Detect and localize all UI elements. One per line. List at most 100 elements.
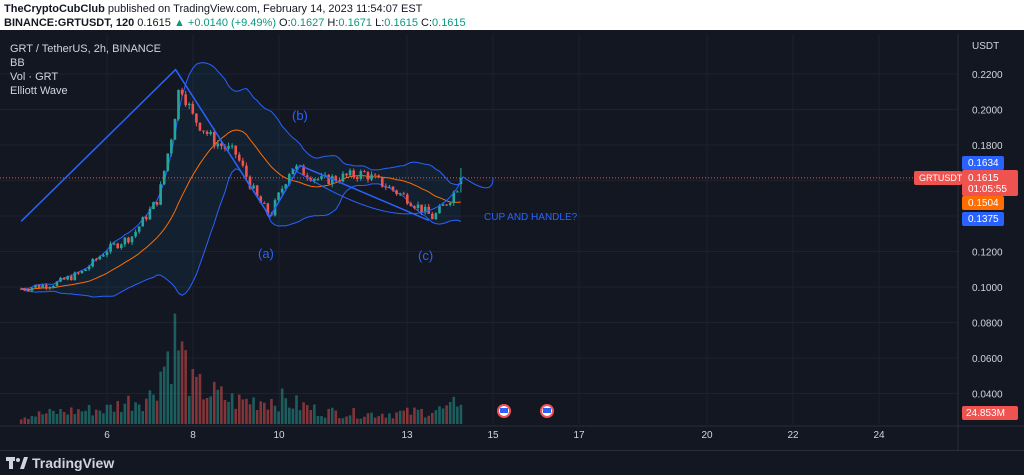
- volume-bar: [77, 409, 80, 424]
- tag-last-price-text: 0.1615: [968, 173, 999, 184]
- legend-volume[interactable]: Vol · GRT: [10, 71, 59, 83]
- candle-body: [198, 122, 202, 131]
- chart-area[interactable]: 0.22000.20000.18000.16000.14000.12000.10…: [0, 30, 1024, 450]
- volume-bar: [166, 351, 170, 424]
- event-flag-1[interactable]: [497, 404, 511, 418]
- volume-bar: [398, 410, 402, 424]
- tag-bb-lower: 0.1375: [962, 212, 1004, 226]
- bb-basis-line: [21, 129, 461, 291]
- volume-bar: [363, 416, 366, 424]
- volume-bar: [234, 408, 237, 424]
- volume-bar: [55, 413, 59, 424]
- candle-body: [409, 203, 413, 207]
- candle-body: [91, 258, 94, 267]
- candle-body: [398, 193, 402, 195]
- publish-header: TheCryptoCubClub published on TradingVie…: [0, 0, 1024, 30]
- volume-bar: [295, 395, 298, 424]
- candle-body: [94, 258, 98, 260]
- volume-bar: [366, 413, 370, 424]
- tradingview-logo[interactable]: TradingView: [6, 455, 114, 471]
- x-tick-label: 20: [701, 430, 713, 441]
- volume-bar: [69, 407, 73, 424]
- tag-bb-upper: 0.1634: [962, 156, 1004, 170]
- volume-bar: [445, 405, 448, 424]
- candle-body: [313, 178, 316, 181]
- candle-body: [116, 243, 120, 249]
- volume-bar: [380, 413, 384, 424]
- x-tick-label: 17: [573, 430, 585, 441]
- candle-body: [227, 146, 230, 149]
- candle-body: [202, 130, 205, 132]
- candle-body: [48, 287, 52, 289]
- candle-body: [434, 213, 438, 220]
- candle-body: [80, 270, 84, 274]
- tradingview-icon: [6, 457, 28, 469]
- y-tick-label: 0.1800: [972, 141, 1003, 152]
- candle-body: [170, 139, 173, 154]
- candle-body: [77, 272, 80, 274]
- candle-body: [52, 286, 55, 288]
- volume-bar: [27, 418, 30, 424]
- price-chart[interactable]: 0.22000.20000.18000.16000.14000.12000.10…: [0, 30, 1024, 450]
- volume-bar: [245, 398, 248, 424]
- volume-bar: [448, 401, 452, 424]
- event-flag-2[interactable]: [540, 404, 554, 418]
- candle-body: [66, 276, 69, 280]
- volume-bar: [352, 408, 355, 424]
- volume-bar: [66, 414, 69, 424]
- candle-body: [191, 103, 195, 114]
- volume-bar: [270, 398, 273, 424]
- candle-body: [363, 171, 366, 173]
- legend-title[interactable]: GRT / TetherUS, 2h, BINANCE: [10, 43, 162, 55]
- candle-body: [84, 269, 87, 271]
- candle-body: [41, 285, 44, 288]
- volume-bar: [327, 408, 330, 424]
- volume-bar: [384, 417, 388, 424]
- legend-bb[interactable]: BB: [10, 57, 25, 69]
- candle-body: [205, 131, 209, 134]
- volume-bar: [377, 416, 380, 424]
- x-tick-label: 24: [873, 430, 885, 441]
- volume-bar: [416, 409, 420, 424]
- bb-upper-line: [21, 62, 462, 290]
- candle-body: [280, 188, 284, 193]
- tag-symbol-text: GRTUSDT: [919, 173, 963, 183]
- low-label: L:: [375, 17, 385, 29]
- publisher-name[interactable]: TheCryptoCubClub: [4, 3, 105, 15]
- candle-body: [413, 206, 416, 208]
- volume-bar: [180, 341, 184, 424]
- volume-bar: [148, 390, 152, 424]
- volume-bar: [309, 409, 313, 424]
- volume-bar: [395, 412, 398, 424]
- price-axis[interactable]: 0.22000.20000.18000.16000.14000.12000.10…: [972, 70, 1003, 401]
- volume-bars: [19, 313, 463, 424]
- candle-body: [380, 177, 384, 187]
- volume-bar: [259, 401, 263, 424]
- volume-bar: [323, 417, 327, 424]
- time-axis[interactable]: 6 8 10 13 15 17 20 22 24: [104, 430, 885, 441]
- candle-body: [212, 131, 216, 147]
- volume-bar: [116, 400, 120, 424]
- volume-bar: [316, 415, 320, 424]
- close-value: 0.1615: [432, 17, 466, 29]
- quote-line: BINANCE:GRTUSDT, 120 0.1615 ▲ +0.0140 (+…: [4, 17, 466, 29]
- candle-body: [377, 175, 380, 178]
- volume-bar: [438, 406, 441, 424]
- last-price: 0.1615: [137, 17, 171, 29]
- legend-elliott[interactable]: Elliott Wave: [10, 85, 68, 97]
- candle-body: [105, 251, 109, 256]
- candle-body: [341, 173, 345, 182]
- volume-bar: [141, 411, 145, 424]
- candle-body: [248, 176, 252, 189]
- volume-bar: [30, 416, 34, 424]
- candle-body: [259, 196, 263, 203]
- wave-label-c: (c): [418, 248, 433, 263]
- x-tick-label: 22: [787, 430, 799, 441]
- y-tick-label: 0.2000: [972, 106, 1003, 117]
- volume-bar: [227, 401, 230, 424]
- candle-body: [352, 170, 355, 178]
- volume-bar: [159, 371, 162, 424]
- candle-body: [134, 231, 137, 237]
- candle-body: [30, 287, 34, 291]
- candle-body: [73, 272, 77, 281]
